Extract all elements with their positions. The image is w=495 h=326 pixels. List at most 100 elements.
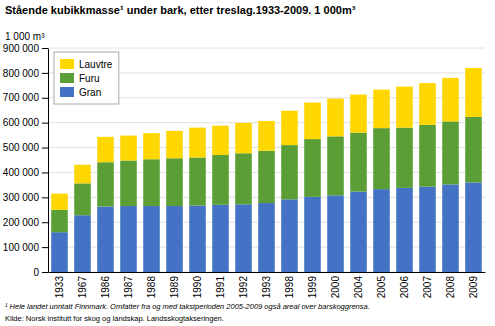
bar bbox=[442, 184, 459, 272]
tick: 400 000 bbox=[3, 167, 48, 178]
bar bbox=[51, 232, 68, 272]
bar bbox=[97, 162, 114, 206]
tick: 1987 bbox=[123, 276, 134, 299]
bar bbox=[258, 203, 275, 272]
tick: 1993 bbox=[261, 276, 272, 299]
bar bbox=[235, 153, 252, 204]
legend-swatch bbox=[60, 59, 74, 69]
bar bbox=[350, 95, 367, 133]
bar bbox=[304, 139, 321, 197]
tick-label: 500 000 bbox=[3, 142, 40, 153]
bar bbox=[304, 103, 321, 140]
legend-box bbox=[54, 52, 119, 104]
chart: Stående kubikkmasse¹ under bark, etter t… bbox=[0, 0, 495, 326]
tick-label: 1990 bbox=[192, 276, 203, 299]
axis-line bbox=[48, 49, 49, 273]
bar bbox=[465, 68, 482, 117]
tick: 1933 bbox=[54, 276, 65, 299]
tick-label: 2004 bbox=[353, 276, 364, 299]
bar bbox=[396, 87, 413, 128]
tick-mark bbox=[42, 98, 48, 99]
tick-label: 2006 bbox=[399, 276, 410, 299]
legend-item: Lauvtre bbox=[60, 59, 113, 70]
grid-line bbox=[48, 48, 485, 49]
bar bbox=[143, 159, 160, 206]
tick-label: 1987 bbox=[123, 276, 134, 299]
legend-item: Furu bbox=[60, 73, 100, 84]
tick-label: 100 000 bbox=[3, 242, 40, 253]
tick-label: 800 000 bbox=[3, 68, 40, 79]
tick-mark bbox=[42, 272, 48, 273]
tick-label: 900 000 bbox=[3, 43, 40, 54]
bar bbox=[143, 133, 160, 159]
bar bbox=[419, 83, 436, 125]
legend-item: Gran bbox=[60, 87, 101, 98]
tick-mark bbox=[42, 247, 48, 248]
bar bbox=[212, 155, 229, 205]
tick: 600 000 bbox=[3, 117, 48, 128]
bar bbox=[97, 207, 114, 272]
grid bbox=[48, 48, 485, 272]
bar bbox=[327, 136, 344, 195]
bar bbox=[281, 111, 298, 145]
tick: 1988 bbox=[146, 276, 157, 299]
tick-label: 1986 bbox=[100, 276, 111, 299]
tick-label: 1933 bbox=[54, 276, 65, 299]
tick-label: 300 000 bbox=[3, 192, 40, 203]
tick-label: 2009 bbox=[468, 276, 479, 299]
bar bbox=[189, 128, 206, 158]
tick-mark bbox=[42, 48, 48, 49]
bar bbox=[373, 90, 390, 129]
tick-label: 2007 bbox=[422, 276, 433, 299]
tick: 1967 bbox=[77, 276, 88, 299]
tick: 1989 bbox=[169, 276, 180, 299]
bar bbox=[51, 210, 68, 232]
tick: 1992 bbox=[238, 276, 249, 299]
tick-mark bbox=[42, 197, 48, 198]
tick: 500 000 bbox=[3, 142, 48, 153]
bar bbox=[373, 128, 390, 189]
legend-label: Lauvtre bbox=[79, 59, 113, 70]
bar bbox=[327, 99, 344, 137]
tick: 2005 bbox=[376, 276, 387, 299]
legend-label: Furu bbox=[79, 73, 100, 84]
title: Stående kubikkmasse¹ under bark, etter t… bbox=[5, 4, 356, 16]
tick-label: 700 000 bbox=[3, 92, 40, 103]
bar bbox=[281, 199, 298, 272]
tick: 0 bbox=[33, 267, 48, 278]
bar bbox=[258, 151, 275, 203]
bar bbox=[235, 204, 252, 272]
bar bbox=[396, 188, 413, 272]
bar bbox=[51, 194, 68, 210]
tick-label: 200 000 bbox=[3, 217, 40, 228]
tick-label: 1989 bbox=[169, 276, 180, 299]
bar bbox=[465, 182, 482, 272]
series bbox=[51, 117, 482, 232]
bar bbox=[465, 117, 482, 182]
tick-label: 2000 bbox=[330, 276, 341, 299]
bar bbox=[350, 133, 367, 192]
footnote: ¹ Hele landet unntatt Finnmark. Omfatter… bbox=[5, 302, 370, 311]
tick-label: 1992 bbox=[238, 276, 249, 299]
tick-label: 1988 bbox=[146, 276, 157, 299]
bar bbox=[212, 126, 229, 155]
tick: 2004 bbox=[353, 276, 364, 299]
bar bbox=[189, 206, 206, 272]
tick: 1986 bbox=[100, 276, 111, 299]
tick: 1998 bbox=[284, 276, 295, 299]
bar bbox=[143, 206, 160, 272]
tick-label: 2008 bbox=[445, 276, 456, 299]
tick-mark bbox=[42, 222, 48, 223]
tick-mark bbox=[42, 148, 48, 149]
bar bbox=[350, 192, 367, 272]
bar bbox=[74, 183, 91, 215]
bar bbox=[258, 121, 275, 151]
tick: 100 000 bbox=[3, 242, 48, 253]
tick-mark bbox=[42, 172, 48, 173]
tick: 300 000 bbox=[3, 192, 48, 203]
legend-swatch bbox=[60, 73, 74, 83]
tick: 1991 bbox=[215, 276, 226, 299]
bar bbox=[166, 131, 183, 158]
bar bbox=[120, 206, 137, 272]
tick-label: 2005 bbox=[376, 276, 387, 299]
